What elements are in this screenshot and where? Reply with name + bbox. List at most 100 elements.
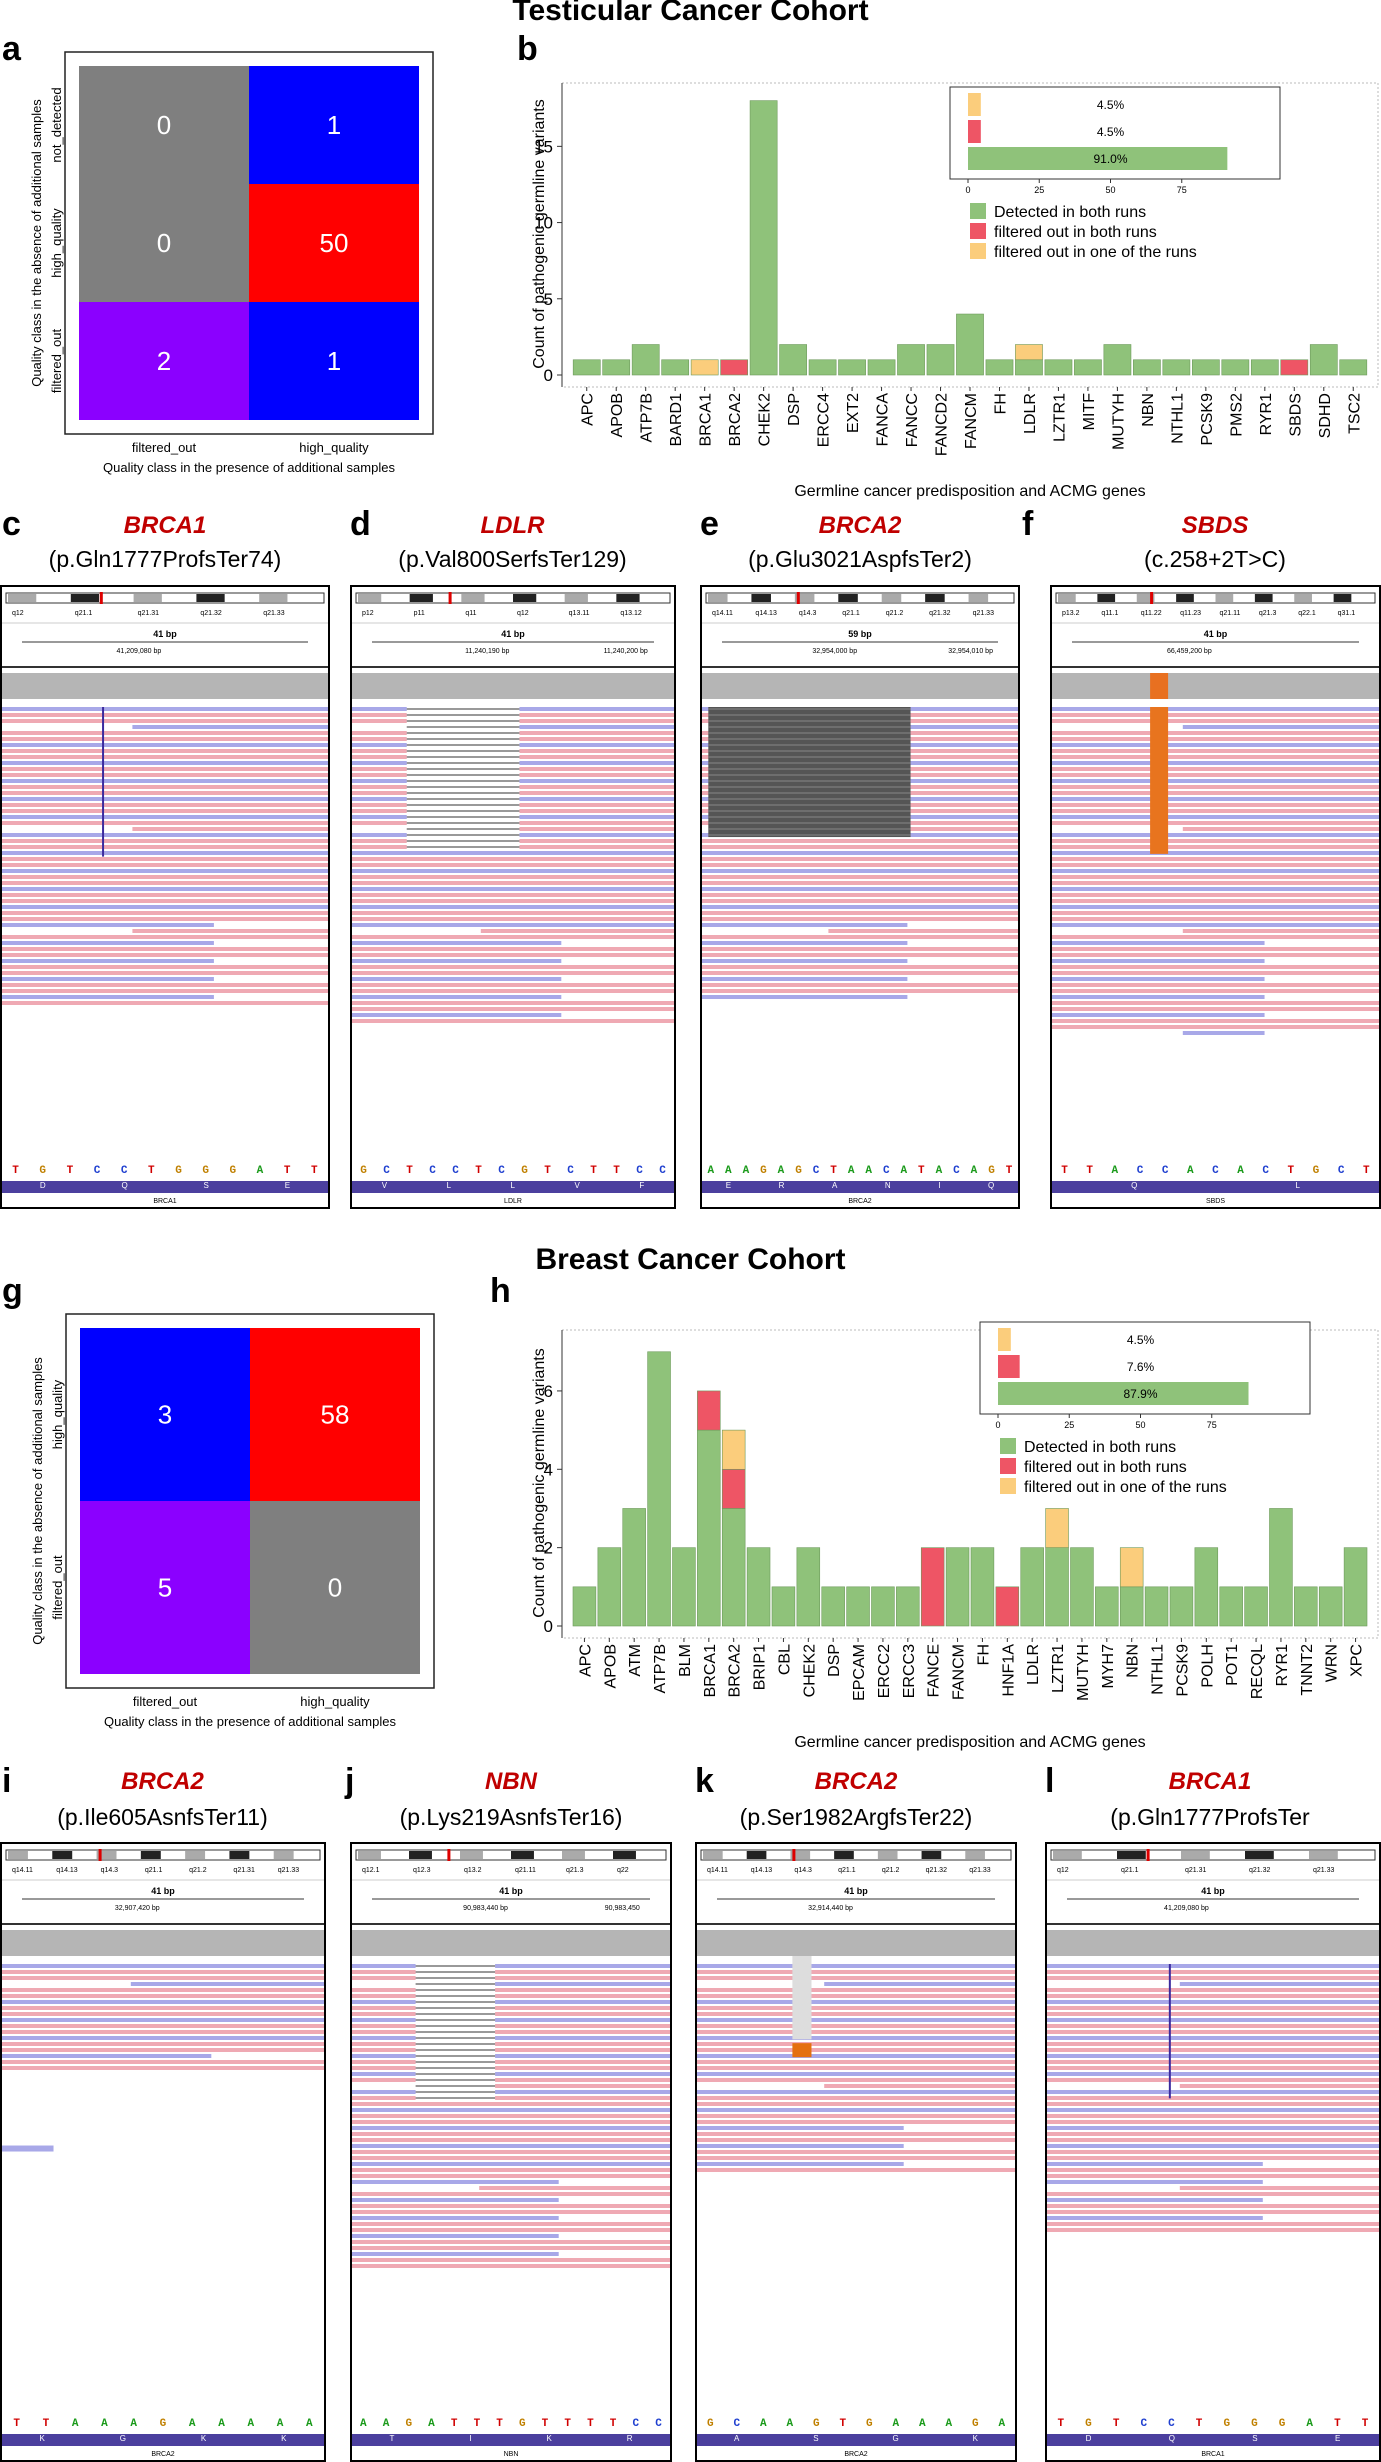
ideogram-band	[1058, 594, 1076, 602]
read	[1047, 2072, 1379, 2076]
read	[2, 707, 328, 711]
read	[1052, 1001, 1379, 1005]
read	[352, 2240, 670, 2244]
read	[2, 2012, 324, 2016]
x-tick-label: CHEK2	[757, 393, 774, 446]
read	[352, 1994, 670, 1998]
read	[1052, 881, 1379, 885]
base: A	[970, 1165, 978, 1177]
ideogram-band	[965, 1851, 985, 1859]
heatmap-a: 0 1 not_detected 0 50 high_quality 2 1 filtered_…	[29, 51, 434, 475]
read	[1052, 1025, 1379, 1029]
read	[1047, 2192, 1379, 2196]
bar-segment	[1095, 1586, 1119, 1627]
inset-bar	[998, 1355, 1020, 1378]
read	[1052, 767, 1379, 771]
read	[1052, 785, 1379, 789]
heatmap-ylabel: Quality class in the absence of addition…	[30, 1357, 45, 1645]
gene-title-f: SBDS	[1181, 512, 1249, 539]
band-label: q22.1	[1298, 610, 1316, 617]
read	[1047, 2030, 1379, 2034]
base: A	[256, 1165, 264, 1177]
read	[1052, 779, 1379, 783]
base: A	[130, 2418, 137, 2430]
band-label: q13.11	[569, 610, 590, 617]
x-tick-label: BARD1	[668, 393, 685, 446]
ideogram-band	[838, 594, 858, 602]
base: C	[659, 1165, 666, 1177]
band-label: q11	[465, 610, 476, 617]
igv-tracks: p12 p11 q11 q12 q13.11 q13.12 41 bp 11,240,190 …	[352, 592, 674, 1023]
bar-segment	[1280, 359, 1309, 376]
amino-acid: I	[938, 1181, 941, 1190]
gene-title-c: BRCA1	[123, 512, 207, 539]
base: T	[830, 1165, 837, 1177]
y-axis-label: Count of pathogenic germline variants	[531, 99, 548, 369]
read	[1052, 797, 1379, 801]
read	[1052, 1007, 1379, 1011]
ideogram-band	[564, 594, 588, 602]
base: T	[13, 2418, 20, 2430]
read	[1052, 983, 1379, 987]
bar-segment	[572, 359, 601, 376]
read	[352, 905, 674, 909]
bar-segment	[1169, 1586, 1194, 1627]
x-tick-label: PCSK9	[1174, 1644, 1191, 1697]
base: T	[450, 2418, 458, 2430]
ideogram-position-marker	[1150, 592, 1154, 604]
variant-c: (p.Gln1777ProfsTer74)	[48, 546, 282, 572]
band-label: q11.22	[1141, 610, 1162, 617]
panel-label-l: l	[1045, 1762, 1055, 1800]
legend-swatch	[970, 203, 986, 219]
read	[2, 851, 328, 855]
read	[2, 905, 328, 909]
amino-acid: K	[972, 2434, 978, 2443]
band-label: q21.2	[886, 610, 904, 617]
base: A	[865, 1165, 872, 1177]
igv-view-l: q12 q21.1 q21.31 q21.32 q21.33 41 bp 41,209,08…	[1045, 1842, 1381, 2462]
read	[697, 2066, 1015, 2070]
band-label: q21.1	[75, 610, 93, 617]
base: T	[1361, 2418, 1369, 2430]
read	[352, 917, 674, 921]
bar-segment	[631, 344, 660, 376]
coordinate-label-2: 32,954,010 bp	[948, 648, 993, 655]
read	[2, 2066, 324, 2070]
read	[1052, 917, 1379, 921]
bar-segment	[838, 359, 866, 376]
read	[352, 2222, 670, 2226]
read	[352, 947, 674, 951]
legend-label: filtered out in one of the runs	[1024, 1479, 1227, 1496]
bar-segment	[1133, 359, 1161, 376]
bar-segment	[920, 1547, 945, 1627]
read	[352, 1007, 674, 1011]
read	[697, 2090, 1015, 2094]
amino-acid: A	[831, 1181, 838, 1190]
x-axis-label: Germline cancer predisposition and ACMG …	[794, 1734, 1145, 1751]
base: A	[918, 2418, 926, 2430]
read	[132, 725, 328, 729]
base: T	[473, 2418, 481, 2430]
amino-acid: K	[546, 2434, 552, 2443]
base: T	[283, 1165, 291, 1177]
read	[2, 755, 328, 759]
base: G	[360, 1165, 367, 1177]
coverage-track	[1047, 1930, 1379, 1956]
bar-segment	[746, 1547, 771, 1627]
base: C	[567, 1165, 574, 1177]
base: A	[1306, 2418, 1314, 2430]
span-label: 41 bp	[153, 629, 177, 639]
read	[352, 2252, 559, 2256]
read	[824, 1982, 1015, 1986]
ideogram-band	[1117, 1851, 1146, 1859]
read	[1179, 2186, 1379, 2190]
read	[352, 2162, 670, 2166]
x-tick-label: APC	[577, 1644, 594, 1677]
base: C	[953, 1165, 960, 1177]
bar-segment	[1015, 344, 1043, 361]
band-label: p11	[414, 610, 425, 617]
read	[352, 2054, 670, 2058]
band-label: q21.33	[973, 610, 995, 617]
